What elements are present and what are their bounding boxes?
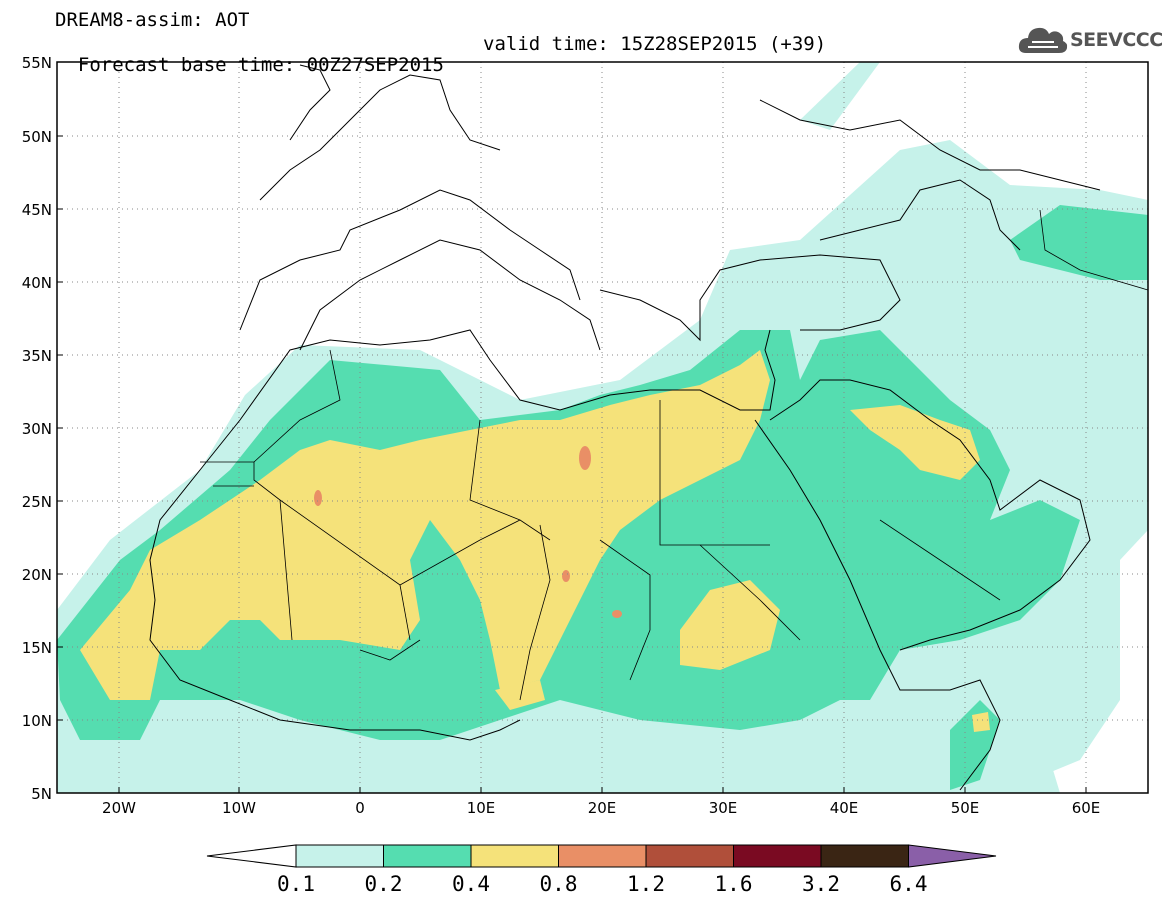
time-info: Forecast base time: 00Z27SEP2015 valid t… <box>55 34 826 97</box>
valid-time: valid time: 15Z28SEP2015 (+39) <box>483 33 827 55</box>
lon-label: 40E <box>830 799 859 817</box>
colorbar-swatch <box>820 844 909 868</box>
country-borders <box>200 209 1148 701</box>
grid-lines <box>57 62 1148 793</box>
colorbar-label: 1.2 <box>627 872 665 896</box>
colorbar-swatch <box>383 844 472 868</box>
colorbar-label: 1.6 <box>715 872 753 896</box>
colorbar-swatch <box>295 844 384 868</box>
lat-label: 25N <box>22 493 52 511</box>
logo-text: SEEVCCC <box>1070 29 1163 51</box>
lat-label: 50N <box>22 128 52 146</box>
colorbar-label: 0.8 <box>540 872 578 896</box>
base-time: Forecast base time: 00Z27SEP2015 <box>77 54 444 76</box>
colorbar-arrow-low <box>206 844 297 868</box>
colorbar-swatch <box>558 844 647 868</box>
aot-level-0-8 <box>314 446 622 618</box>
lat-label: 45N <box>22 201 52 219</box>
colorbar-arrow-high <box>908 844 997 868</box>
colorbar-label: 6.4 <box>890 872 928 896</box>
colorbar-label: 0.4 <box>452 872 490 896</box>
colorbar-swatch <box>733 844 822 868</box>
lon-label: 50E <box>951 799 980 817</box>
lat-label: 55N <box>22 54 52 72</box>
lat-label: 10N <box>22 712 52 730</box>
lon-label: 20W <box>102 799 136 817</box>
lat-label: 20N <box>22 566 52 584</box>
lat-label: 5N <box>31 785 52 803</box>
colorbar-label: 3.2 <box>802 872 840 896</box>
cloud-icon <box>1018 27 1068 53</box>
lon-label: 10E <box>467 799 496 817</box>
lat-label: 15N <box>22 639 52 657</box>
map-title: DREAM8-assim: AOT <box>55 9 250 31</box>
lat-label: 40N <box>22 274 52 292</box>
lat-label: 35N <box>22 347 52 365</box>
coastlines <box>149 64 1101 791</box>
seevccc-logo: SEEVCCC <box>1018 22 1163 58</box>
aot-level-0-4 <box>80 350 990 732</box>
lon-label: 10W <box>222 799 256 817</box>
lon-label: 20E <box>588 799 617 817</box>
lon-labels: 20W 10W 0 10E 20E 30E 40E 50E 60E <box>102 799 1100 817</box>
colorbar: 0.1 0.2 0.4 0.8 1.2 1.6 3.2 6.4 <box>206 844 997 896</box>
colorbar-swatch <box>470 844 559 868</box>
lat-label: 30N <box>22 420 52 438</box>
colorbar-label: 0.2 <box>365 872 403 896</box>
axis-ticks <box>57 61 1087 794</box>
aot-field <box>57 62 1148 793</box>
lon-label: 30E <box>709 799 738 817</box>
colorbar-swatch <box>645 844 734 868</box>
lon-label: 60E <box>1072 799 1101 817</box>
colorbar-label: 0.1 <box>277 872 315 896</box>
lon-label: 0 <box>355 799 365 817</box>
lat-labels: 5N 10N 15N 20N 25N 30N 35N 40N 45N 50N 5… <box>22 54 52 803</box>
